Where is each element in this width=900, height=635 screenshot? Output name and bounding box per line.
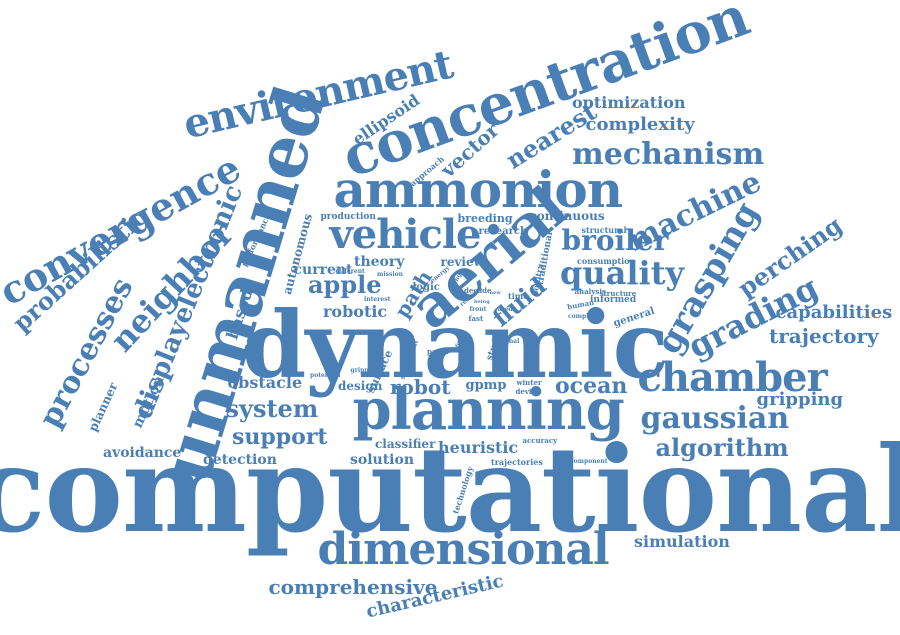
- word: gripper: [350, 367, 376, 374]
- word: informed: [590, 294, 637, 305]
- word: winter: [516, 377, 542, 387]
- word: support: [232, 424, 328, 450]
- word: heuristic: [438, 438, 519, 457]
- word: breeding: [457, 211, 513, 225]
- word: production: [320, 211, 376, 222]
- word: classifier: [375, 437, 436, 451]
- word: capabilities: [775, 302, 893, 323]
- word: complexity: [585, 114, 695, 135]
- word: structure: [599, 288, 637, 298]
- word: paper: [427, 346, 450, 356]
- word: vehicle: [329, 211, 482, 258]
- word: algorithm: [655, 433, 789, 462]
- word: fast: [468, 313, 484, 323]
- word: system: [225, 394, 319, 423]
- word: chamber: [637, 354, 828, 401]
- word: trajectories: [491, 457, 543, 467]
- word: used: [497, 306, 513, 313]
- word: planning: [352, 377, 625, 443]
- word: analysis: [574, 286, 606, 296]
- word: obstacle: [227, 373, 303, 392]
- word: ammonion: [333, 160, 624, 219]
- word: trajectory: [769, 324, 879, 348]
- word: complex: [568, 313, 596, 320]
- word: quality: [560, 254, 685, 292]
- word: time: [508, 291, 529, 301]
- word: new: [489, 289, 501, 296]
- word: comprehensive: [268, 575, 438, 599]
- word: being: [474, 298, 490, 305]
- word: front: [469, 306, 487, 313]
- word: current: [293, 262, 353, 278]
- word: different: [335, 268, 365, 275]
- word: consumption: [577, 256, 636, 266]
- word: decade: [464, 285, 492, 295]
- word: mission: [377, 271, 404, 278]
- word: internal: [492, 338, 520, 345]
- word: dynamic: [242, 291, 669, 399]
- word: interest: [364, 296, 391, 303]
- word: solution: [350, 452, 415, 468]
- word: review: [440, 255, 484, 269]
- word: ocean: [555, 373, 628, 399]
- word: gripping: [756, 389, 844, 410]
- word: gpmp: [465, 377, 507, 393]
- word: mechanism: [572, 137, 765, 172]
- word: robotic: [323, 302, 388, 321]
- word: component: [570, 458, 608, 465]
- word: computational: [0, 420, 900, 559]
- word: detection: [203, 452, 277, 468]
- word: device: [515, 386, 541, 396]
- word: optimization: [572, 93, 686, 112]
- word: simulation: [634, 532, 730, 551]
- word: robot: [390, 375, 451, 399]
- word: theory: [354, 254, 405, 270]
- word: apple: [308, 270, 382, 299]
- word: design: [338, 379, 383, 393]
- word: avoidance: [103, 445, 182, 461]
- word: dimensional: [317, 524, 610, 575]
- word: continuous: [529, 209, 605, 223]
- word: structural: [581, 225, 627, 235]
- word: gaussian: [640, 401, 790, 436]
- word: broiler: [561, 224, 669, 257]
- word: logic: [412, 282, 440, 293]
- word: accuracy: [522, 435, 558, 445]
- word: research: [478, 226, 528, 237]
- word: potential: [310, 372, 341, 379]
